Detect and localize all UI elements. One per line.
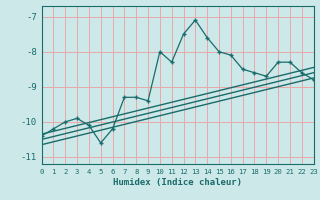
X-axis label: Humidex (Indice chaleur): Humidex (Indice chaleur) xyxy=(113,178,242,187)
